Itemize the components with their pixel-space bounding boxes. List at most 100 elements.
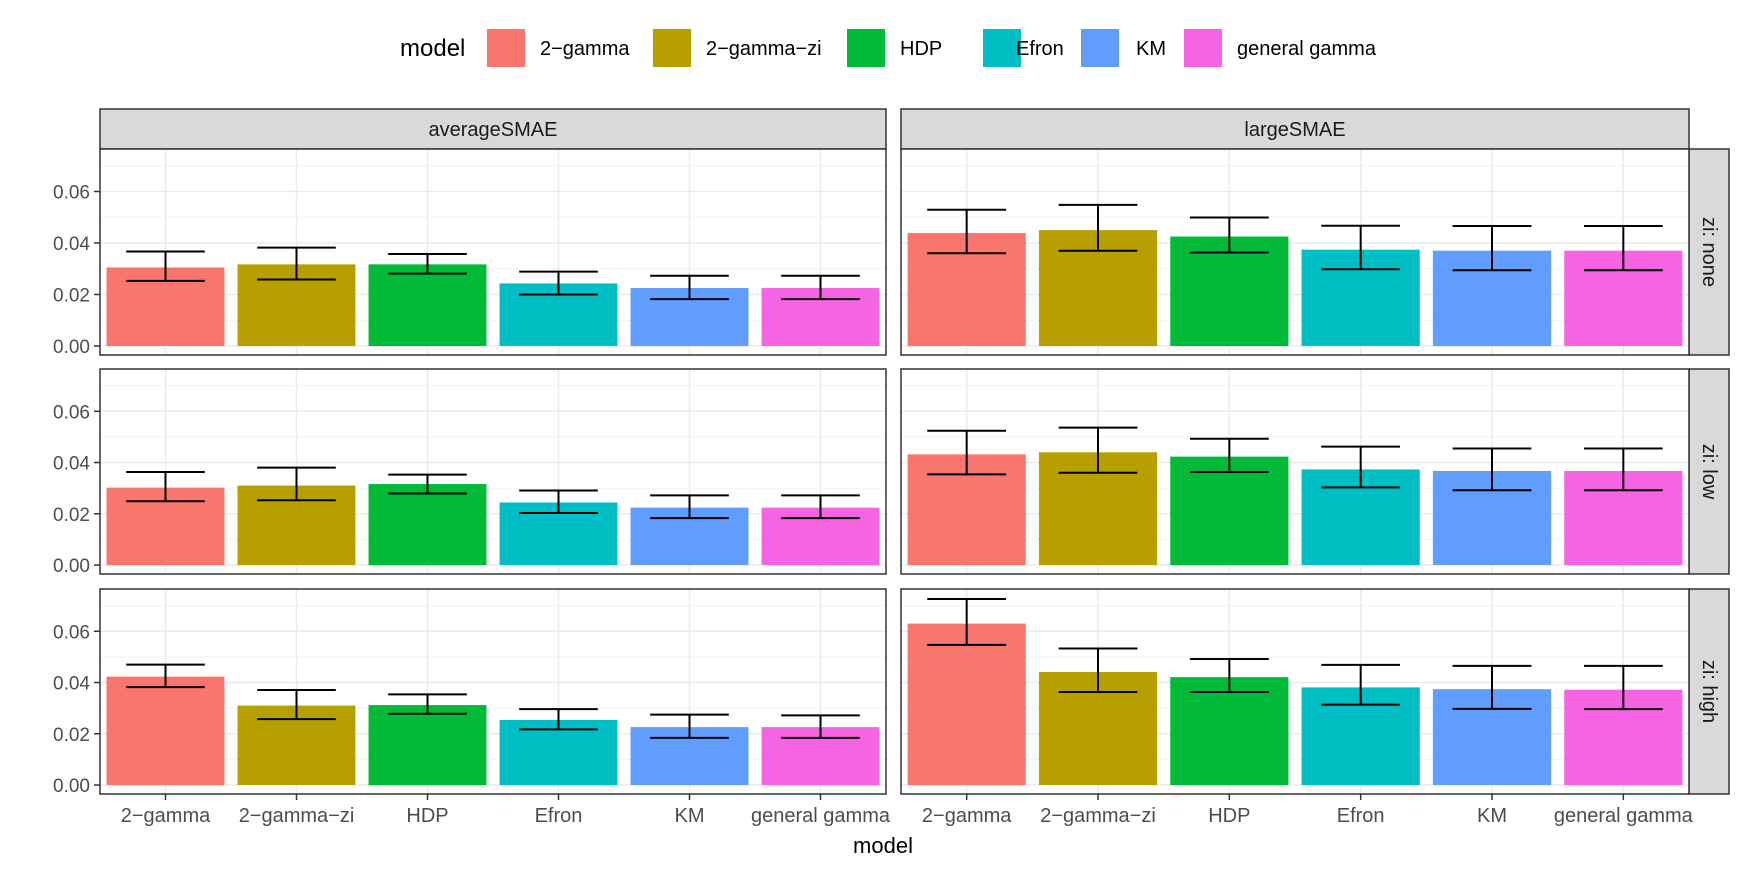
x-tick-label-2-gamma: 2−gamma bbox=[922, 805, 1012, 827]
error-bar-general-gamma bbox=[781, 494, 860, 520]
bar-hdp bbox=[368, 705, 487, 786]
bar-hdp bbox=[1170, 456, 1289, 566]
x-tick-label-hdp: HDP bbox=[1208, 805, 1250, 827]
strip-zi-low: zi: low bbox=[1688, 368, 1730, 575]
bar-hdp bbox=[368, 484, 487, 566]
legend-key-km bbox=[1081, 29, 1119, 67]
error-bar-km bbox=[1452, 447, 1532, 492]
error-bar-general-gamma bbox=[1583, 447, 1663, 492]
error-bar-km bbox=[1452, 664, 1532, 710]
error-bar-hdp bbox=[1189, 216, 1269, 254]
panel-largesmae-zi-none bbox=[900, 148, 1690, 356]
error-bar-2-gamma bbox=[927, 208, 1007, 255]
y-tick-label: 0.02 bbox=[53, 505, 90, 526]
error-bar-hdp bbox=[388, 693, 467, 715]
strip-zi-high: zi: high bbox=[1688, 588, 1730, 795]
x-tick-label-efron: Efron bbox=[535, 805, 583, 827]
x-tick-label-km: KM bbox=[1477, 805, 1507, 827]
panel-border bbox=[900, 588, 1690, 795]
x-tick-label-2-gamma: 2−gamma bbox=[121, 805, 211, 827]
error-bar-efron bbox=[519, 270, 598, 296]
legend-label-general-gamma: general gamma bbox=[1237, 38, 1377, 60]
panel-border bbox=[900, 368, 1690, 575]
bar-efron bbox=[499, 719, 618, 786]
panel-averagesmae-zi-low: 0.00 0.02 0.04 0.06 bbox=[53, 368, 887, 577]
panel-border bbox=[900, 148, 1690, 356]
panel-border bbox=[99, 368, 887, 575]
error-bar-2-gamma-zi bbox=[257, 466, 336, 502]
error-bar-general-gamma bbox=[1583, 664, 1663, 711]
strip-averagesmae: averageSMAE bbox=[99, 108, 887, 150]
error-bar-efron bbox=[519, 708, 598, 731]
bar-2-gamma bbox=[907, 623, 1026, 786]
error-bar-km bbox=[1452, 224, 1532, 272]
error-bar-efron bbox=[1321, 445, 1401, 489]
panel-border bbox=[99, 588, 887, 795]
error-bar-hdp bbox=[1189, 657, 1269, 694]
error-bar-hdp bbox=[388, 473, 467, 495]
error-bar-2-gamma-zi bbox=[1058, 426, 1138, 474]
x-tick-label-general-gamma: general gamma bbox=[1554, 805, 1694, 827]
bar-hdp bbox=[1170, 236, 1289, 346]
panel-largesmae-zi-high: 2−gamma 2−gamma−zi HDP Efron KM general gamma bbox=[900, 588, 1694, 827]
bar-hdp bbox=[368, 264, 487, 346]
error-bar-2-gamma-zi bbox=[1058, 203, 1138, 252]
error-bar-efron bbox=[1321, 663, 1401, 706]
strip-box bbox=[1688, 368, 1730, 575]
error-bar-2-gamma bbox=[126, 471, 205, 503]
error-bar-hdp bbox=[1189, 437, 1269, 474]
error-bar-km bbox=[650, 494, 729, 520]
strip-label: zi: high bbox=[1698, 660, 1720, 723]
x-tick-label-2-gamma-zi: 2−gamma−zi bbox=[239, 805, 355, 827]
chart-panels: averageSMAE largeSMAE zi: none zi: low zi: h… bbox=[53, 108, 1730, 827]
strip-largesmae: largeSMAE bbox=[900, 108, 1690, 150]
x-tick-label-hdp: HDP bbox=[406, 805, 448, 827]
x-tick-label-efron: Efron bbox=[1337, 805, 1385, 827]
y-tick-label: 0.02 bbox=[53, 285, 90, 306]
error-bar-efron bbox=[1321, 224, 1401, 271]
bar-2-gamma bbox=[106, 676, 225, 786]
x-tick-label-2-gamma-zi: 2−gamma−zi bbox=[1040, 805, 1156, 827]
error-bar-2-gamma-zi bbox=[257, 246, 336, 281]
error-bar-general-gamma bbox=[781, 714, 860, 739]
legend: model 2−gamma 2−gamma−zi HDP Efron KM general … bbox=[400, 29, 1377, 67]
error-bar-efron bbox=[519, 489, 598, 515]
legend-key-efron bbox=[983, 29, 1021, 67]
x-tick-label-km: KM bbox=[675, 805, 705, 827]
legend-label-hdp: HDP bbox=[900, 38, 942, 60]
y-tick-label: 0.00 bbox=[53, 337, 90, 358]
x-axis-title: model bbox=[853, 833, 913, 858]
legend-label-2-gamma-zi: 2−gamma−zi bbox=[706, 38, 822, 60]
x-tick-label-general-gamma: general gamma bbox=[751, 805, 891, 827]
y-tick-label: 0.06 bbox=[53, 182, 90, 203]
y-tick-label: 0.06 bbox=[53, 402, 90, 423]
error-bar-2-gamma bbox=[927, 597, 1007, 646]
error-bar-2-gamma bbox=[927, 429, 1007, 476]
strip-zi-none: zi: none bbox=[1688, 148, 1730, 356]
strip-label: largeSMAE bbox=[1244, 119, 1345, 141]
panel-border bbox=[99, 148, 887, 356]
error-bar-2-gamma-zi bbox=[257, 688, 336, 721]
error-bar-km bbox=[650, 713, 729, 739]
panel-averagesmae-zi-none: 0.00 0.02 0.04 0.06 bbox=[53, 148, 887, 358]
legend-key-general-gamma bbox=[1184, 29, 1222, 67]
panel-averagesmae-zi-high: 0.00 0.02 0.04 0.06 2−gamma 2−gamma−zi HDP Efro… bbox=[53, 588, 891, 827]
legend-label-efron: Efron bbox=[1016, 38, 1064, 60]
error-bar-general-gamma bbox=[781, 274, 860, 301]
error-bar-2-gamma bbox=[126, 663, 205, 689]
strip-label: zi: low bbox=[1698, 444, 1720, 500]
error-bar-hdp bbox=[388, 253, 467, 275]
strip-box bbox=[900, 108, 1690, 150]
error-bar-general-gamma bbox=[1583, 224, 1663, 272]
strip-box bbox=[1688, 148, 1730, 356]
y-tick-label: 0.04 bbox=[53, 454, 90, 475]
strip-label: averageSMAE bbox=[429, 119, 558, 141]
strip-box bbox=[99, 108, 887, 150]
legend-label-2-gamma: 2−gamma bbox=[540, 38, 630, 60]
y-tick-label: 0.04 bbox=[53, 674, 90, 695]
y-tick-label: 0.06 bbox=[53, 622, 90, 643]
bar-hdp bbox=[1170, 677, 1289, 786]
legend-key-hdp bbox=[847, 29, 885, 67]
legend-key-2-gamma bbox=[487, 29, 525, 67]
